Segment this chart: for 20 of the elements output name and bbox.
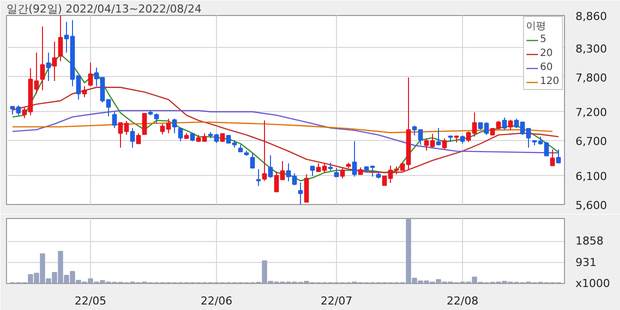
legend-label: 120 xyxy=(540,76,560,87)
y-tick-label: 8,300 xyxy=(576,42,607,56)
chart-title: 일간(92일) 2022/04/13~2022/08/24 xyxy=(6,2,202,16)
y-tick-label: 7,200 xyxy=(576,106,607,120)
y-tick-label: 931 xyxy=(576,256,596,269)
y-tick-label: 6,100 xyxy=(576,170,607,184)
x-tick-label: 22/07 xyxy=(320,294,352,308)
y-tick-label: 5,600 xyxy=(576,199,607,212)
y-tick-label: x1000 xyxy=(576,277,610,290)
y-tick-label: 6,700 xyxy=(576,135,607,148)
legend-title: 이평 xyxy=(526,20,547,33)
legend-label: 5 xyxy=(540,34,548,45)
legend-label: 60 xyxy=(540,62,554,73)
x-tick-label: 22/05 xyxy=(74,294,106,308)
y-tick-label: 8,860 xyxy=(576,10,607,23)
legend-label: 20 xyxy=(540,48,554,59)
y-tick-label: 1858 xyxy=(576,234,604,248)
x-tick-label: 22/06 xyxy=(200,294,232,308)
y-tick-label: 7,800 xyxy=(576,71,607,84)
x-tick-label: 22/08 xyxy=(446,294,478,308)
